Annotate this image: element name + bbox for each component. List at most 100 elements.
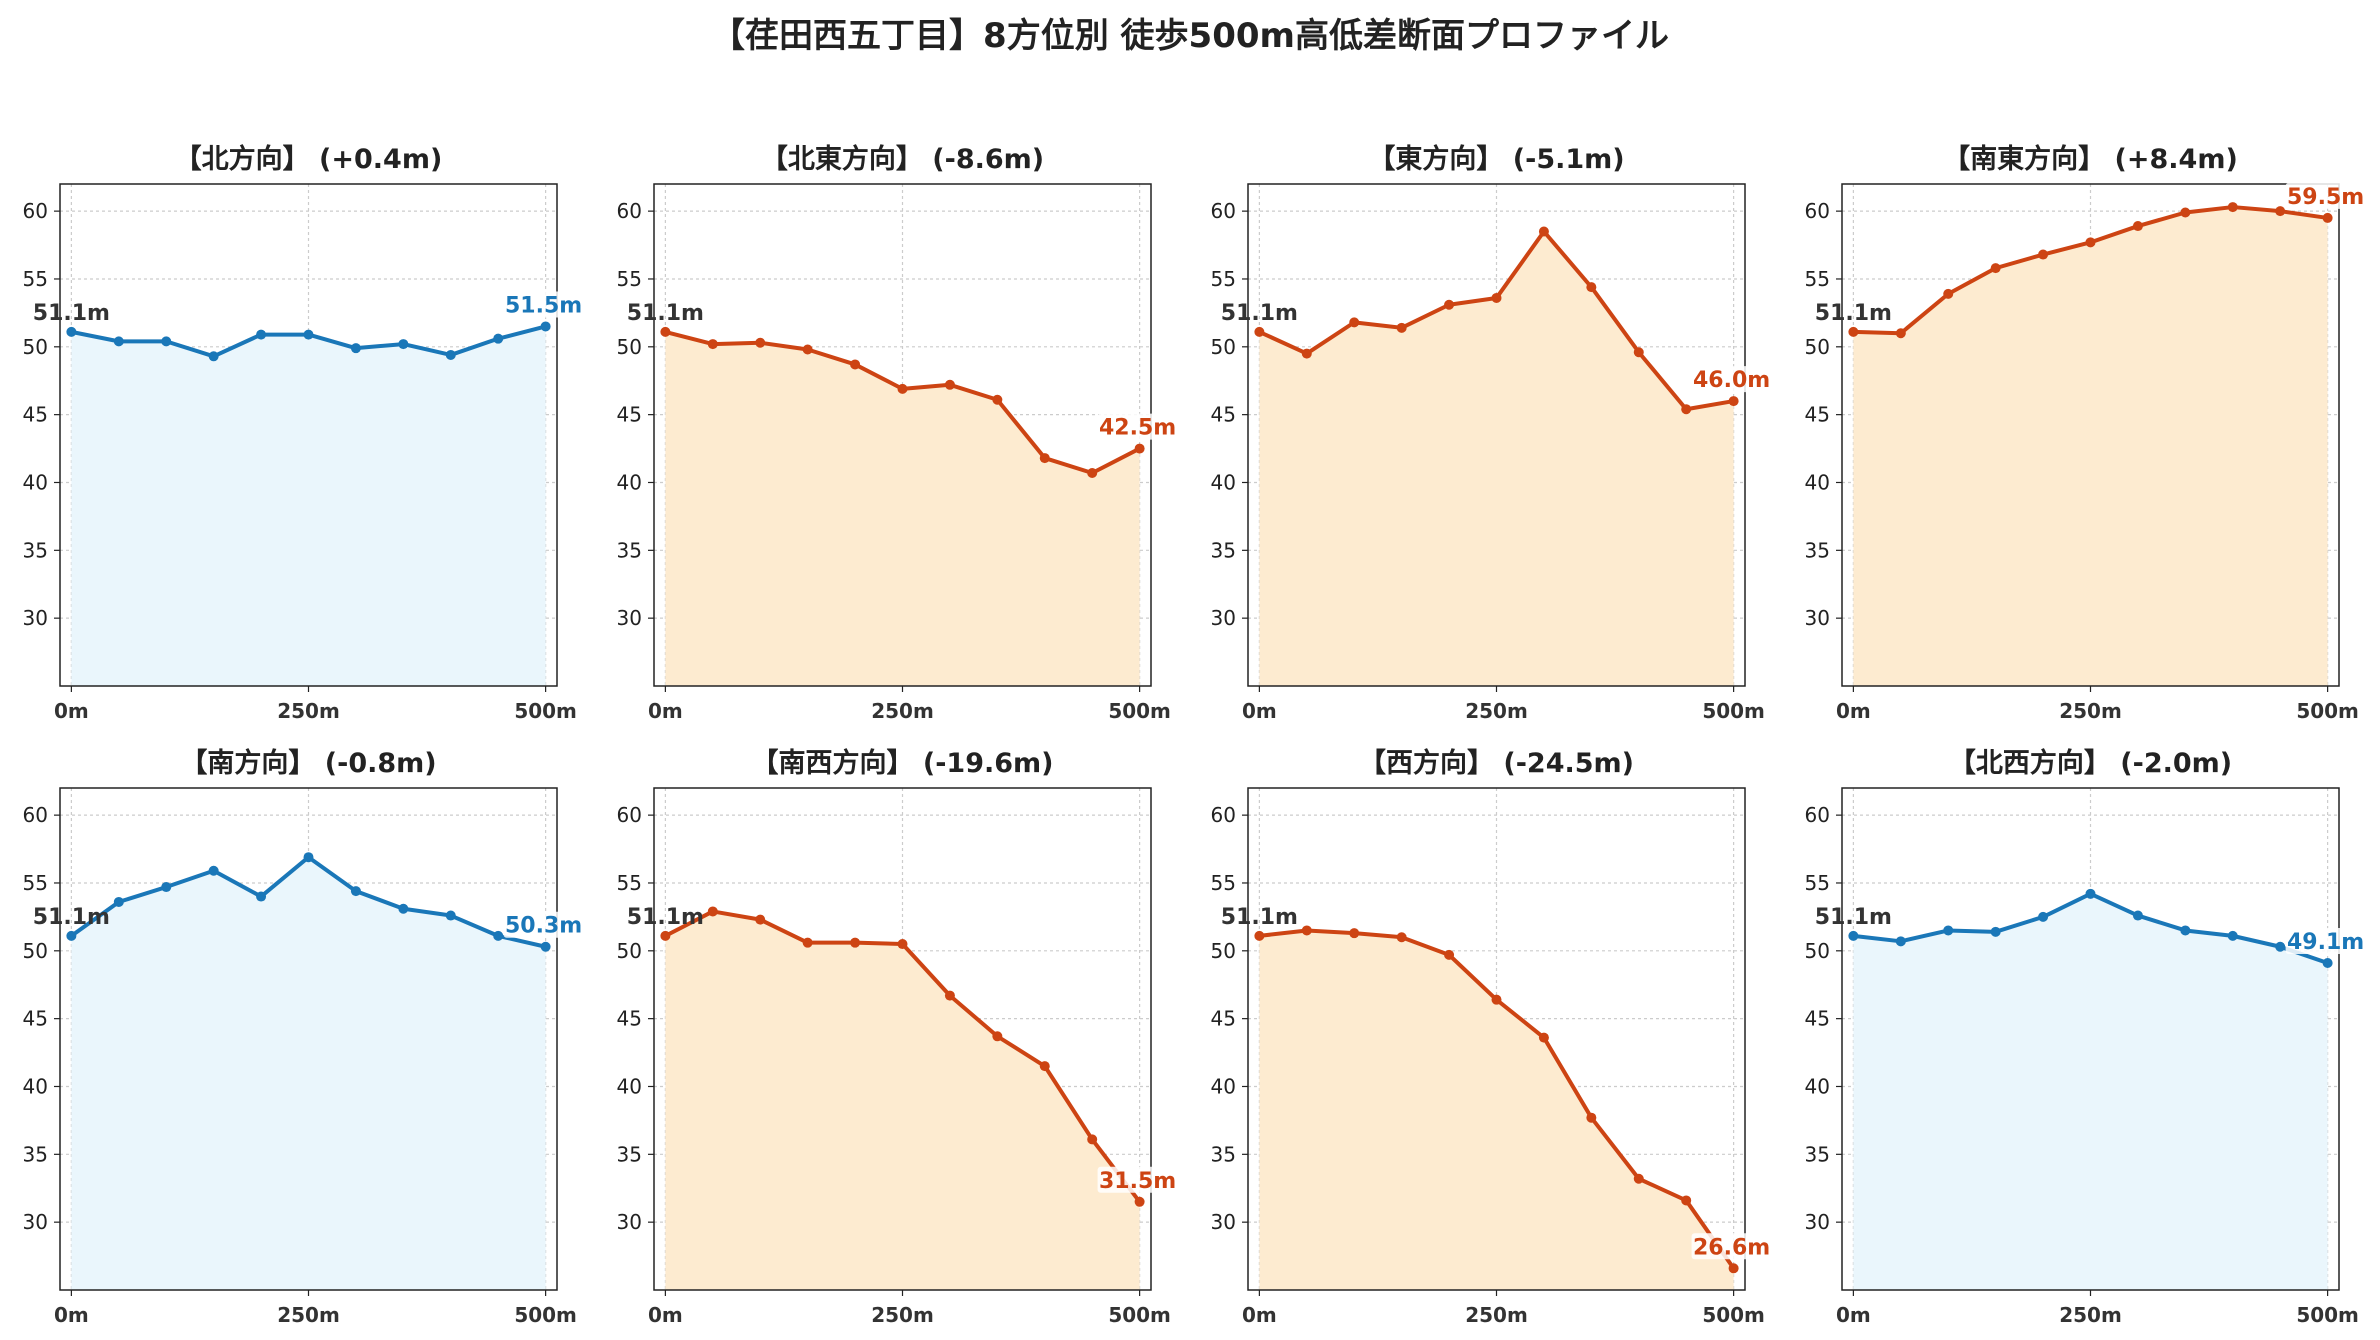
- x-tick-label: 0m: [648, 1303, 683, 1327]
- y-tick-label: 35: [23, 538, 48, 562]
- data-point: [1349, 928, 1360, 939]
- end-elevation-label: 46.0m: [1693, 368, 1770, 393]
- data-point: [2132, 221, 2143, 232]
- data-point: [2322, 212, 2333, 223]
- y-tick-label: 60: [1211, 803, 1236, 827]
- data-point: [2038, 249, 2049, 260]
- data-point: [1586, 282, 1597, 293]
- data-point: [1134, 1196, 1145, 1207]
- chart-title: 【北東方向】 (-8.6m): [761, 143, 1044, 175]
- y-tick-label: 60: [1805, 199, 1830, 223]
- data-point: [707, 906, 718, 917]
- y-tick-label: 50: [617, 939, 642, 963]
- elevation-chart-2: 【東方向】 (-5.1m) 30 35 40 45 50 55 60 0m 250m 500m 51.…: [1211, 143, 1772, 723]
- x-tick-label: 250m: [277, 1303, 340, 1327]
- end-label-bg: [1097, 1166, 1178, 1193]
- y-tick-label: 55: [23, 871, 48, 895]
- y-tick-label: 50: [1805, 939, 1830, 963]
- elevation-chart-7: 【北西方向】 (-2.0m) 30 35 40 45 50 55 60 0m 250m 500m 51…: [1805, 747, 2366, 1327]
- end-label-bg: [1097, 413, 1178, 440]
- data-point: [1087, 467, 1098, 478]
- y-tick-label: 30: [1211, 606, 1236, 630]
- end-elevation-label: 50.3m: [505, 914, 582, 939]
- chart-title: 【北西方向】 (-2.0m): [1949, 747, 2232, 779]
- data-point: [66, 326, 77, 337]
- data-point: [1039, 1061, 1050, 1072]
- elevation-area: [1853, 207, 2328, 686]
- end-label-bg: [1691, 1233, 1772, 1260]
- end-label-bg: [1691, 366, 1772, 393]
- y-tick-label: 55: [23, 267, 48, 291]
- data-point: [1990, 263, 2001, 274]
- y-tick-label: 40: [617, 1074, 642, 1098]
- y-tick-label: 50: [617, 335, 642, 359]
- data-point: [66, 930, 77, 941]
- y-tick-label: 55: [1211, 871, 1236, 895]
- elevation-chart-5: 【南西方向】 (-19.6m) 30 35 40 45 50 55 60 0m 250m 500m 5…: [617, 747, 1178, 1327]
- elevation-area: [1259, 930, 1734, 1290]
- data-point: [1134, 443, 1145, 454]
- main-title: 【荏田西五丁目】8方位別 徒歩500m高低差断面プロファイル: [711, 16, 1669, 56]
- y-tick-label: 55: [617, 871, 642, 895]
- end-label-bg: [503, 911, 584, 938]
- elevation-area: [71, 326, 546, 686]
- data-point: [303, 852, 314, 863]
- elevation-area: [71, 857, 546, 1290]
- y-tick-label: 45: [617, 403, 642, 427]
- data-point: [1349, 317, 1360, 328]
- elevation-area: [1259, 231, 1734, 686]
- data-point: [1039, 453, 1050, 464]
- x-tick-label: 250m: [2059, 1303, 2122, 1327]
- elevation-area: [665, 331, 1140, 686]
- data-point: [1895, 936, 1906, 947]
- y-tick-label: 55: [1211, 267, 1236, 291]
- y-tick-label: 45: [1805, 403, 1830, 427]
- data-point: [802, 344, 813, 355]
- chart-title: 【西方向】 (-24.5m): [1359, 747, 1634, 779]
- y-tick-label: 30: [1211, 1210, 1236, 1234]
- end-elevation-label: 42.5m: [1099, 416, 1176, 441]
- data-point: [897, 939, 908, 950]
- data-point: [1444, 299, 1455, 310]
- elevation-area: [1853, 893, 2328, 1290]
- elevation-chart-0: 【北方向】 (+0.4m) 30 35 40 45 50 55 60 0m 250m 500m 51.…: [23, 143, 584, 723]
- data-point: [2038, 911, 2049, 922]
- data-point: [2227, 930, 2238, 941]
- y-tick-label: 60: [617, 803, 642, 827]
- chart-title: 【南東方向】 (+8.4m): [1943, 143, 2238, 175]
- y-tick-label: 35: [1805, 1142, 1830, 1166]
- x-tick-label: 250m: [871, 699, 934, 723]
- data-point: [303, 329, 314, 340]
- data-point: [256, 329, 267, 340]
- y-tick-label: 50: [23, 939, 48, 963]
- y-tick-label: 35: [1211, 538, 1236, 562]
- data-point: [2180, 207, 2191, 218]
- y-tick-label: 55: [1805, 871, 1830, 895]
- data-point: [398, 339, 409, 350]
- y-tick-label: 45: [23, 1007, 48, 1031]
- data-point: [1848, 326, 1859, 337]
- y-tick-label: 60: [1805, 803, 1830, 827]
- y-tick-label: 30: [1805, 1210, 1830, 1234]
- data-point: [850, 359, 861, 370]
- data-point: [2180, 925, 2191, 936]
- end-elevation-label: 49.1m: [2287, 930, 2364, 955]
- data-point: [208, 351, 219, 362]
- data-point: [350, 343, 361, 354]
- data-point: [161, 882, 172, 893]
- x-tick-label: 500m: [514, 699, 577, 723]
- x-tick-label: 250m: [1465, 1303, 1528, 1327]
- data-point: [2322, 958, 2333, 969]
- x-tick-label: 0m: [1836, 699, 1871, 723]
- x-tick-label: 500m: [1702, 1303, 1765, 1327]
- data-point: [2275, 206, 2286, 217]
- data-point: [161, 336, 172, 347]
- chart-title: 【南方向】 (-0.8m): [180, 747, 436, 779]
- y-tick-label: 40: [1805, 1074, 1830, 1098]
- y-tick-label: 60: [617, 199, 642, 223]
- data-point: [445, 349, 456, 360]
- y-tick-label: 40: [617, 470, 642, 494]
- end-elevation-label: 26.6m: [1693, 1235, 1770, 1260]
- x-tick-label: 0m: [1836, 1303, 1871, 1327]
